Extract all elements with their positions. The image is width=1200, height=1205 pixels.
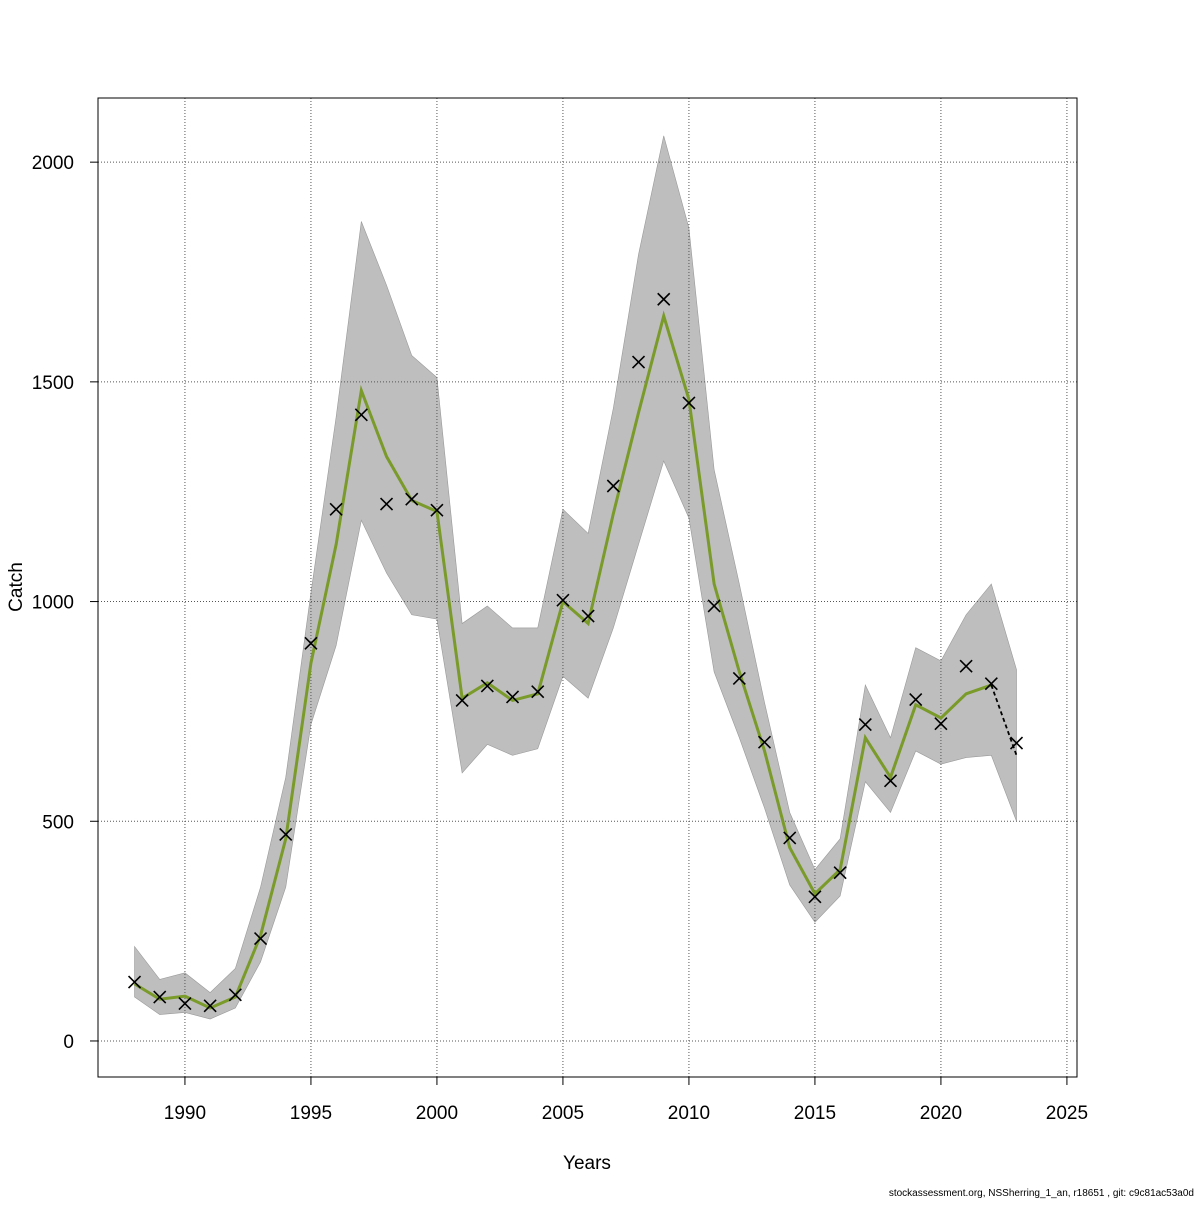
x-tick-label: 2010 (668, 1103, 710, 1124)
footer: stockassessment.org, NSSherring_1_an, r1… (889, 1188, 1194, 1199)
observation-marker (682, 396, 696, 410)
x-axis-label: Years (563, 1153, 611, 1174)
observation-marker (934, 717, 948, 731)
y-tick-label: 1000 (32, 593, 74, 614)
observation-marker (883, 774, 898, 788)
observation-marker (833, 866, 847, 880)
y-axis-label: Catch (6, 562, 27, 612)
observation-marker (228, 988, 242, 1002)
observation-marker (783, 831, 797, 845)
observation-marker (984, 677, 998, 691)
observation-marker (707, 599, 721, 613)
observation-marker (127, 975, 142, 989)
observation-marker (556, 593, 570, 607)
x-tick-label: 1990 (164, 1103, 206, 1124)
observation-marker (153, 990, 167, 1004)
x-tick-label: 2020 (920, 1103, 962, 1124)
y-tick-label: 1500 (32, 373, 74, 394)
observation-marker (581, 609, 595, 623)
confidence-band (134, 135, 1017, 1020)
observation-marker (203, 999, 217, 1013)
observation-marker (455, 693, 469, 707)
x-tick-label: 2015 (794, 1103, 836, 1124)
observation-marker (732, 671, 746, 686)
observation-marker (430, 503, 444, 517)
observation-marker (329, 502, 343, 516)
plot-frame (97, 97, 1078, 1078)
x-tick-label: 2005 (542, 1103, 584, 1124)
observation-marker (757, 735, 772, 749)
x-tick-label: 1995 (290, 1103, 332, 1124)
x-tick-label: 2000 (416, 1103, 458, 1124)
x-tick-label: 2025 (1046, 1103, 1088, 1124)
observation-marker (808, 890, 822, 904)
observation-marker (606, 479, 620, 493)
y-tick-label: 2000 (32, 153, 74, 174)
observation-marker (959, 659, 973, 673)
observation-marker (354, 408, 368, 422)
observation-marker (279, 827, 293, 842)
observation-marker (505, 690, 520, 704)
observation-marker (379, 497, 394, 511)
observation-marker (1009, 736, 1024, 750)
y-tick-label: 0 (63, 1032, 74, 1053)
fit-line (133, 310, 992, 1010)
observation-marker (858, 718, 872, 732)
observation-marker (909, 692, 923, 707)
observation-marker (253, 932, 268, 946)
observation-marker (531, 685, 545, 699)
observation-marker (657, 292, 671, 306)
observation-marker (178, 997, 192, 1011)
observation-marker (631, 355, 646, 369)
observation-marker (304, 636, 318, 650)
forecast-line (990, 684, 1018, 756)
observation-marker (480, 679, 494, 693)
observation-marker (405, 492, 419, 506)
y-tick-label: 500 (42, 812, 74, 833)
